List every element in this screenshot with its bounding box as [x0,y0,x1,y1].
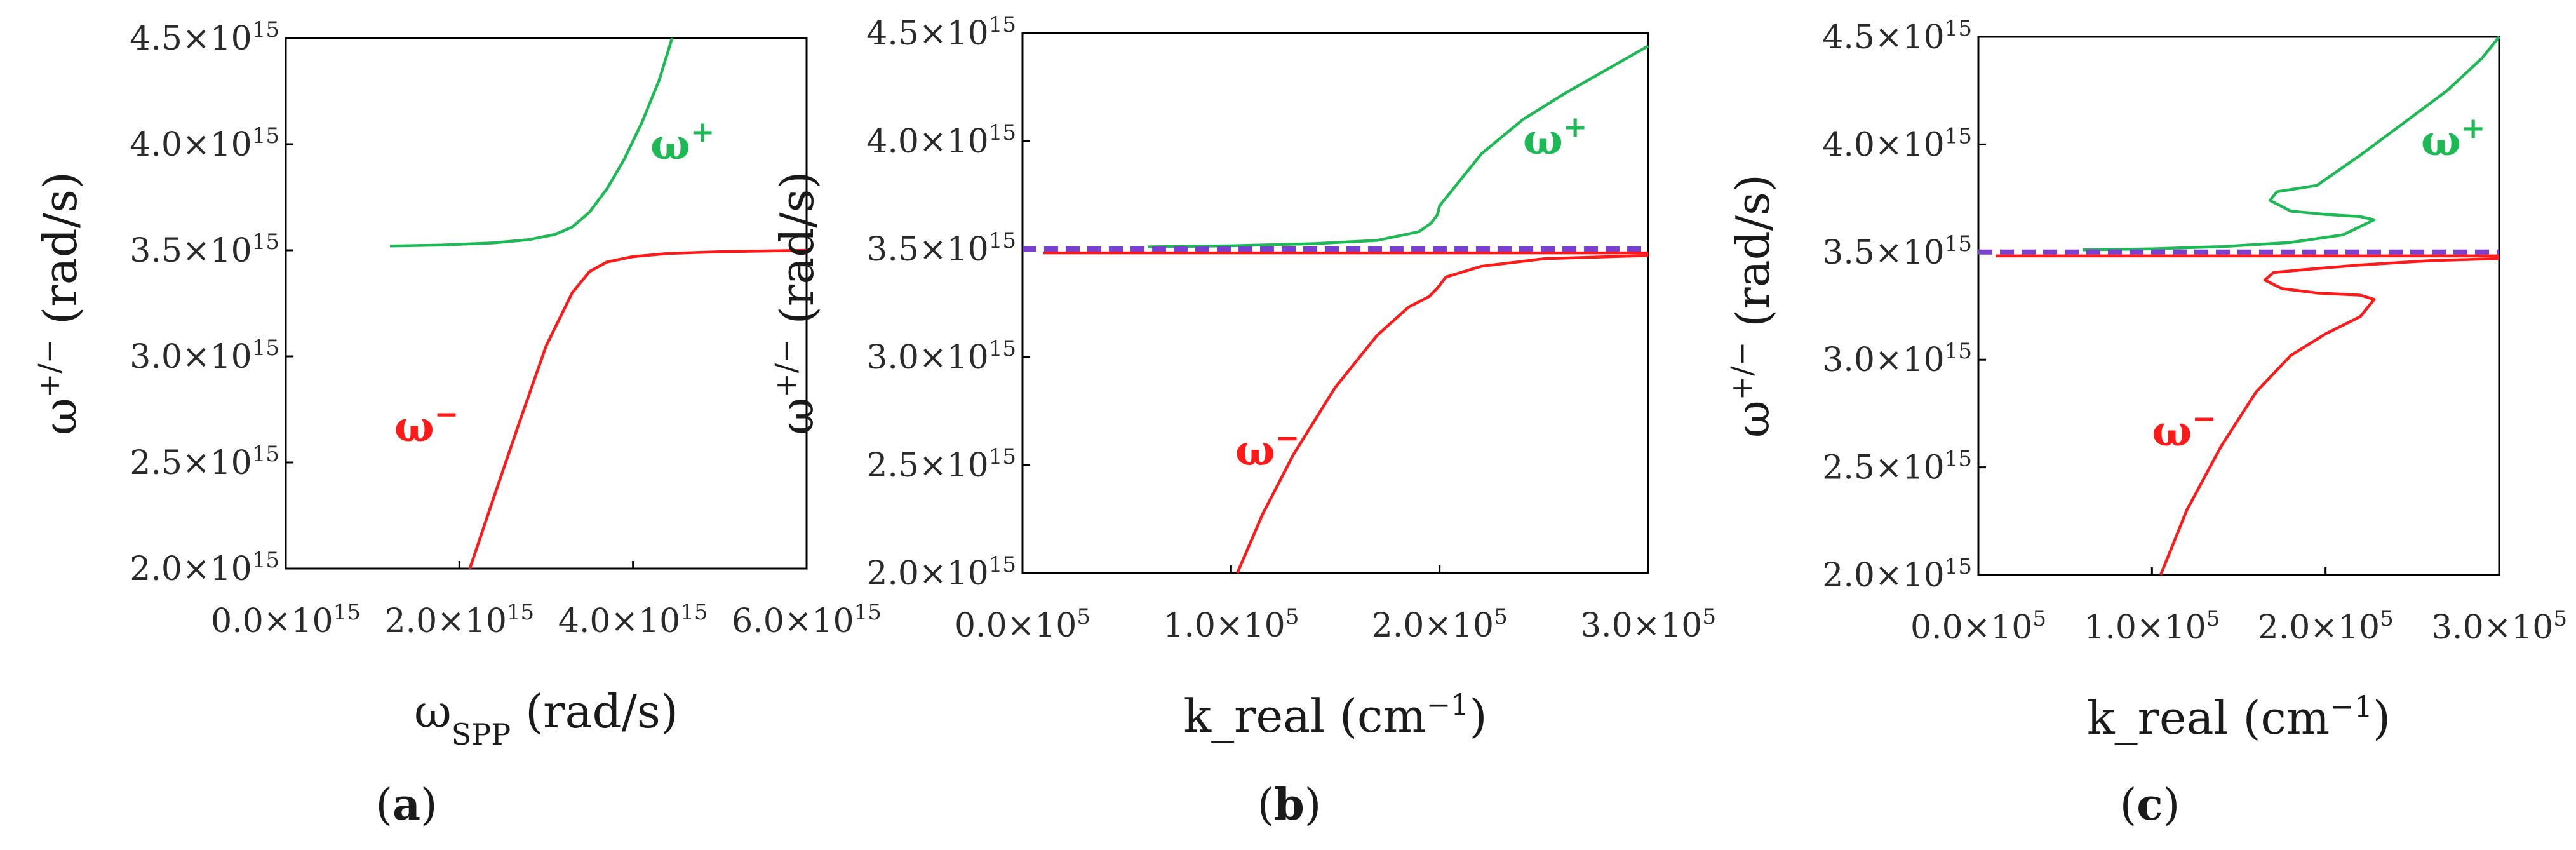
y-tick-label: 4.5×1015 [866,12,1016,53]
panel-b: 2.0×1015 2.5×1015 3.0×1015 3.5×1015 4.0×1015… [768,12,1716,830]
y-tick-label: 2.5×1015 [1822,447,1972,487]
x-tick-label: 2.0×1015 [384,600,534,640]
x-tick-label: 3.0×105 [2431,606,2567,647]
y-tick-label: 3.0×1015 [866,336,1016,377]
series---line [1147,44,1649,248]
plot-frame [1977,36,2500,576]
x-tick-label: 1.0×105 [1163,604,1299,645]
series---line [468,248,807,569]
x-tick-label: 1.0×105 [2084,606,2220,647]
x-tick-label: 6.0×1015 [732,600,882,640]
x-tick-label: 0.0×1015 [211,600,361,640]
y-tick-label: 4.5×1015 [130,17,279,58]
y-tick-label: 2.0×1015 [1822,554,1972,595]
plot-frame [1021,32,1649,574]
y-axis-title: ω+/− (rad/s) [1724,174,1780,438]
series---line [1236,253,1649,574]
x-axis-title: k_real (cm−1) [1183,687,1487,743]
curve-label-omega-minus: ω− [2152,401,2216,456]
series---line [389,37,674,248]
y-tick-label: 2.0×1015 [130,548,279,588]
series---line [2082,36,2500,252]
curve-label-omega-minus: ω− [1235,421,1299,475]
plot-frame [285,37,808,570]
x-tick-label: 4.0×1015 [558,600,708,640]
panel-a: 2.0×1015 2.5×1015 3.0×1015 3.5×1015 4.0×1015… [32,17,882,830]
x-tick-label: 2.0×105 [1372,604,1508,645]
panel-label: (c) [2120,779,2180,830]
y-tick-label: 2.5×1015 [130,442,279,482]
x-tick-label: 2.0×105 [2258,606,2394,647]
y-tick-label: 3.5×1015 [1822,231,1972,272]
panel-label: (b) [1258,779,1322,830]
x-tick-label: 0.0×105 [1910,606,2046,647]
curve-label-omega-plus: ω+ [2421,111,2485,165]
y-tick-label: 4.5×1015 [1822,16,1972,57]
panel-c: 2.0×1015 2.5×1015 3.0×1015 3.5×1015 4.0×1015… [1724,16,2567,830]
x-tick-label: 0.0×105 [955,604,1090,645]
curve-label-omega-plus: ω+ [1523,109,1587,164]
curve-label-omega-plus: ω+ [650,114,714,169]
x-axis-title: ωSPP (rad/s) [414,685,678,752]
curve-label-omega-minus: ω− [394,397,459,452]
y-tick-label: 3.0×1015 [130,335,279,376]
x-axis-title: k_real (cm−1) [2087,689,2391,745]
y-axis-title: ω+/− (rad/s) [32,172,87,435]
y-tick-label: 2.5×1015 [866,444,1016,485]
x-tick-label: 3.0×105 [1580,604,1716,645]
series---line [2159,257,2500,576]
y-tick-label: 3.5×1015 [866,228,1016,269]
y-axis-title: ω+/− (rad/s) [768,171,824,435]
panel-label: (a) [375,779,437,830]
y-tick-label: 3.0×1015 [1822,339,1972,379]
y-tick-label: 4.0×1015 [130,123,279,164]
y-tick-label: 4.0×1015 [866,120,1016,161]
y-tick-label: 3.5×1015 [130,229,279,270]
y-tick-label: 2.0×1015 [866,552,1016,593]
y-tick-label: 4.0×1015 [1822,123,1972,164]
